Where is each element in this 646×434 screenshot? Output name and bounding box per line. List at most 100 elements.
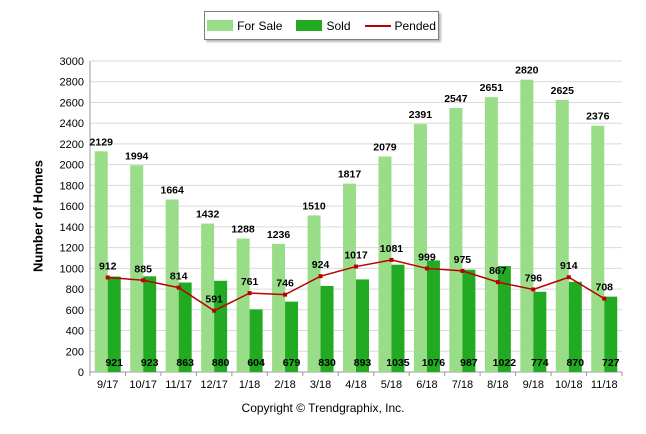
y-tick-label: 3000 xyxy=(60,56,84,68)
data-label-pended: 924 xyxy=(312,259,330,271)
bar-for-sale xyxy=(236,238,250,372)
y-tick-label: 2200 xyxy=(60,139,84,151)
data-label-for-sale: 2820 xyxy=(515,65,539,77)
x-tick-label: 12/17 xyxy=(200,379,228,391)
bar-for-sale xyxy=(201,223,215,372)
y-tick-label: 1600 xyxy=(60,201,84,213)
y-tick-label: 2000 xyxy=(60,160,84,172)
data-label-for-sale: 2547 xyxy=(444,93,468,105)
y-tick-label: 0 xyxy=(78,367,84,379)
data-label-pended: 999 xyxy=(418,251,436,263)
x-tick-label: 10/17 xyxy=(129,379,157,391)
x-tick-label: 3/18 xyxy=(310,379,331,391)
bar-sold xyxy=(426,260,440,372)
x-tick-label: 1/18 xyxy=(239,379,260,391)
y-tick-label: 600 xyxy=(66,305,84,317)
data-label-sold: 604 xyxy=(247,357,265,369)
data-label-sold: 863 xyxy=(176,357,194,369)
data-label-sold: 830 xyxy=(318,357,336,369)
data-label-for-sale: 1664 xyxy=(160,184,184,196)
bar-sold xyxy=(320,285,334,372)
bar-sold xyxy=(533,291,547,372)
y-tick-label: 400 xyxy=(66,326,84,338)
bar-sold xyxy=(107,276,121,372)
bar-sold xyxy=(356,279,369,372)
point-pended xyxy=(566,275,571,280)
data-label-pended: 746 xyxy=(276,278,294,290)
data-label-for-sale: 1510 xyxy=(302,200,326,212)
legend-swatch-for-sale xyxy=(207,20,234,31)
legend-label-pended: Pended xyxy=(394,18,436,33)
bar-for-sale xyxy=(343,183,356,372)
point-pended xyxy=(141,278,146,283)
bar-sold xyxy=(249,309,263,372)
legend-swatch-sold xyxy=(296,20,323,31)
legend-label-for-sale: For Sale xyxy=(237,18,283,33)
data-label-pended: 814 xyxy=(170,271,188,283)
x-tick-label: 6/18 xyxy=(416,379,437,391)
bar-for-sale xyxy=(484,97,498,373)
bar-sold xyxy=(214,280,228,372)
bar-for-sale xyxy=(591,125,605,372)
bar-for-sale xyxy=(307,215,321,372)
data-label-for-sale: 1288 xyxy=(231,223,255,235)
data-label-sold: 727 xyxy=(602,357,620,369)
bar-for-sale xyxy=(130,165,144,372)
data-label-for-sale: 2625 xyxy=(551,85,575,97)
data-label-sold: 870 xyxy=(567,357,585,369)
point-pended xyxy=(318,274,323,279)
point-pended xyxy=(176,285,181,290)
bar-sold xyxy=(604,296,618,372)
bar-for-sale xyxy=(555,99,569,372)
data-label-sold: 1076 xyxy=(422,357,446,369)
point-pended xyxy=(424,266,429,271)
data-label-for-sale: 1994 xyxy=(125,150,149,162)
bar-sold xyxy=(143,276,157,372)
y-tick-label: 800 xyxy=(66,284,84,296)
chart-legend: For Sale Sold Pended xyxy=(204,11,439,40)
x-tick-label: 10/18 xyxy=(555,379,583,391)
data-label-pended: 885 xyxy=(134,263,152,275)
y-tick-label: 2600 xyxy=(60,97,84,109)
bar-for-sale xyxy=(94,151,108,372)
data-label-for-sale: 2129 xyxy=(90,136,114,148)
bar-for-sale xyxy=(520,79,534,372)
data-label-sold: 1035 xyxy=(386,357,410,369)
bar-sold xyxy=(497,266,511,372)
legend-label-sold: Sold xyxy=(326,18,351,33)
y-tick-label: 1200 xyxy=(60,243,84,255)
x-tick-label: 5/18 xyxy=(381,379,402,391)
y-axis-label: Number of Homes xyxy=(30,160,46,272)
data-label-sold: 923 xyxy=(141,357,159,369)
data-label-sold: 679 xyxy=(283,357,301,369)
bar-for-sale xyxy=(378,156,392,372)
data-label-pended: 914 xyxy=(560,260,578,272)
data-label-pended: 796 xyxy=(525,272,543,284)
data-label-sold: 1022 xyxy=(493,357,517,369)
data-label-sold: 774 xyxy=(531,357,549,369)
bar-sold xyxy=(391,264,405,372)
data-label-for-sale: 2651 xyxy=(480,82,504,94)
y-tick-label: 1000 xyxy=(60,263,84,275)
x-tick-label: 9/17 xyxy=(97,379,118,391)
data-label-pended: 591 xyxy=(205,294,223,306)
point-pended xyxy=(602,296,607,301)
data-label-for-sale: 2376 xyxy=(586,111,610,123)
copyright-text: Copyright © Trendgraphix, Inc. xyxy=(241,401,405,415)
data-label-sold: 880 xyxy=(212,357,230,369)
x-tick-label: 8/18 xyxy=(487,379,508,391)
bar-for-sale xyxy=(449,107,463,372)
bar-for-sale xyxy=(272,243,286,372)
data-label-pended: 867 xyxy=(489,265,507,277)
point-pended xyxy=(460,268,465,273)
bar-sold xyxy=(568,281,582,372)
x-tick-label: 11/18 xyxy=(591,379,618,391)
point-pended xyxy=(105,275,110,280)
data-label-sold: 987 xyxy=(460,357,478,369)
y-tick-label: 1400 xyxy=(60,222,84,234)
data-label-pended: 708 xyxy=(596,282,614,294)
data-label-sold: 921 xyxy=(105,357,123,369)
data-label-pended: 761 xyxy=(241,276,259,288)
x-tick-label: 11/17 xyxy=(165,379,192,391)
